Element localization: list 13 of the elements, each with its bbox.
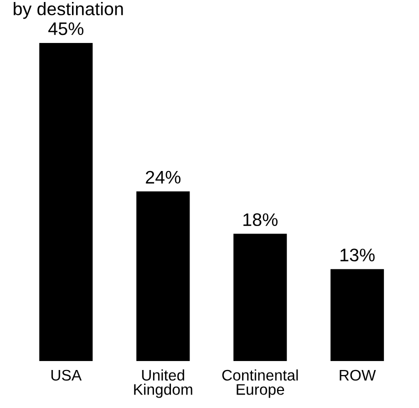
x-tick-label: USA [51, 370, 82, 381]
x-tick-label: United Kingdom [134, 369, 192, 398]
data-label: 45% [48, 22, 84, 36]
chart-title: by destination [14, 2, 123, 19]
x-tick-label: ROW [340, 370, 376, 381]
x-tick-label: Continental Europe [222, 369, 298, 398]
bar [233, 234, 287, 362]
bar [136, 191, 190, 362]
bar [330, 269, 384, 362]
data-label: 13% [340, 248, 375, 262]
bar [39, 42, 93, 362]
data-label: 24% [146, 170, 180, 184]
data-label: 18% [243, 213, 278, 226]
